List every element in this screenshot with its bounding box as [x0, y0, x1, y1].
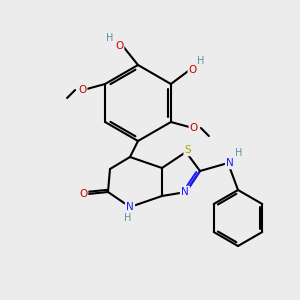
Text: O: O — [79, 189, 87, 199]
Text: O: O — [115, 41, 123, 51]
Text: H: H — [197, 56, 205, 66]
Text: H: H — [106, 33, 114, 43]
Text: O: O — [78, 85, 86, 95]
Text: N: N — [126, 202, 134, 212]
Text: O: O — [189, 65, 197, 75]
Text: N: N — [226, 158, 234, 168]
Text: N: N — [181, 187, 189, 197]
Text: O: O — [190, 123, 198, 133]
Text: S: S — [185, 145, 191, 155]
Text: H: H — [235, 148, 243, 158]
Text: H: H — [124, 213, 132, 223]
